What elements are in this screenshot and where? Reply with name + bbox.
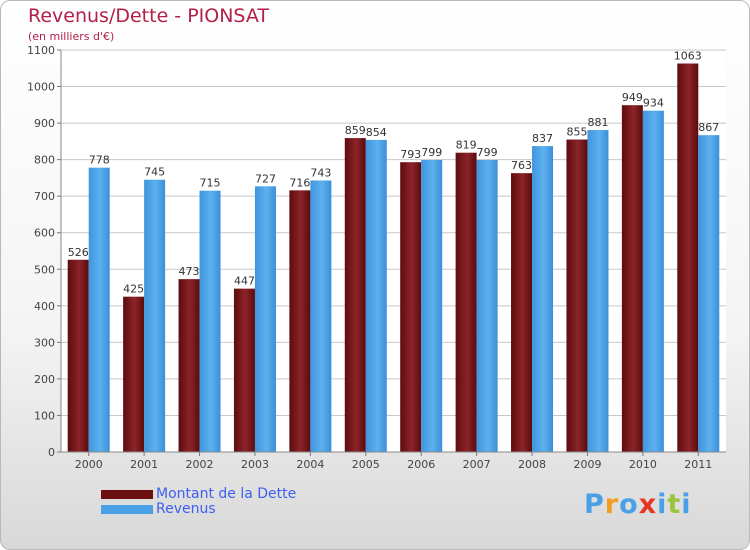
data-label-revenus: 778 (89, 154, 110, 167)
data-label-revenus: 867 (698, 121, 719, 134)
data-label-debt: 949 (622, 91, 643, 104)
bar-debt (455, 152, 477, 452)
x-tick-label: 2006 (407, 458, 435, 471)
data-label-debt: 425 (123, 283, 144, 296)
bar-debt (511, 173, 533, 452)
bar-revenus (587, 130, 609, 452)
x-tick-label: 2001 (130, 458, 158, 471)
data-label-debt: 763 (511, 159, 532, 172)
x-tick-label: 2009 (573, 458, 601, 471)
y-tick-label: 400 (34, 300, 55, 313)
x-tick-label: 2000 (75, 458, 103, 471)
x-tick-label: 2010 (629, 458, 657, 471)
data-label-revenus: 727 (255, 172, 276, 185)
data-label-revenus: 934 (643, 97, 664, 110)
legend-swatch-debt (101, 490, 153, 499)
data-label-debt: 793 (400, 148, 421, 161)
data-label-revenus: 837 (532, 132, 553, 145)
bar-revenus (254, 186, 276, 452)
bar-debt (67, 259, 89, 452)
plot-area (61, 50, 726, 452)
logo-letter: x (638, 489, 658, 520)
data-label-revenus: 799 (421, 146, 442, 159)
data-label-revenus: 799 (477, 146, 498, 159)
y-tick-label: 100 (34, 409, 55, 422)
x-tick-label: 2003 (241, 458, 269, 471)
chart-subtitle: (en milliers d'€) (28, 30, 115, 43)
logo-letter: t (667, 489, 682, 520)
x-tick-label: 2007 (463, 458, 491, 471)
bar-revenus (365, 139, 387, 452)
bar-debt (566, 139, 588, 452)
logo-letter: i (657, 489, 668, 520)
x-tick-label: 2008 (518, 458, 546, 471)
bar-debt (621, 105, 643, 452)
y-tick-label: 200 (34, 373, 55, 386)
data-label-debt: 716 (289, 176, 310, 189)
bar-revenus (144, 179, 166, 452)
data-label-revenus: 854 (366, 126, 387, 139)
bar-debt (123, 296, 145, 452)
y-tick-label: 900 (34, 117, 55, 130)
y-tick-label: 1100 (27, 44, 55, 57)
data-label-debt: 447 (234, 275, 255, 288)
data-label-revenus: 745 (144, 166, 165, 179)
data-label-debt: 1063 (674, 50, 702, 63)
bar-debt (233, 288, 255, 452)
x-tick-label: 2002 (186, 458, 214, 471)
logo-letter: P (584, 489, 605, 520)
bar-debt (400, 162, 422, 452)
bar-revenus (310, 180, 332, 452)
legend-label-debt: Montant de la Dette (156, 486, 297, 502)
bar-debt (344, 138, 366, 453)
logo-letter: r (604, 489, 620, 520)
bar-debt (178, 279, 200, 452)
bar-debt (289, 190, 311, 453)
y-tick-label: 700 (34, 190, 55, 203)
y-tick-label: 800 (34, 154, 55, 167)
x-tick-label: 2005 (352, 458, 380, 471)
data-label-revenus: 881 (587, 116, 608, 129)
logo-letter: o (619, 489, 639, 520)
bar-revenus (476, 160, 498, 452)
legend-swatch-revenus (101, 505, 153, 514)
data-label-debt: 473 (179, 265, 200, 278)
bar-revenus (421, 160, 443, 452)
data-label-revenus: 715 (200, 177, 221, 190)
y-tick-label: 500 (34, 263, 55, 276)
chart-title: Revenus/Dette - PIONSAT (28, 5, 269, 27)
data-label-revenus: 743 (310, 166, 331, 179)
data-label-debt: 859 (345, 124, 366, 137)
bar-revenus (88, 167, 110, 452)
logo-letter: i (681, 489, 692, 520)
bar-revenus (698, 135, 720, 452)
bar-debt (677, 63, 699, 452)
bar-revenus (642, 110, 664, 452)
data-label-debt: 526 (68, 246, 89, 259)
y-tick-label: 0 (48, 446, 55, 459)
bar-revenus (532, 146, 554, 452)
x-tick-label: 2011 (684, 458, 712, 471)
data-label-debt: 855 (566, 126, 587, 139)
data-label-debt: 819 (456, 139, 477, 152)
proxiti-logo: Proxiti (584, 489, 692, 520)
bar-revenus (199, 190, 221, 452)
y-tick-label: 600 (34, 227, 55, 240)
x-tick-label: 2004 (296, 458, 324, 471)
legend-label-revenus: Revenus (156, 501, 216, 517)
y-tick-label: 1000 (27, 81, 55, 94)
y-tick-label: 300 (34, 336, 55, 349)
